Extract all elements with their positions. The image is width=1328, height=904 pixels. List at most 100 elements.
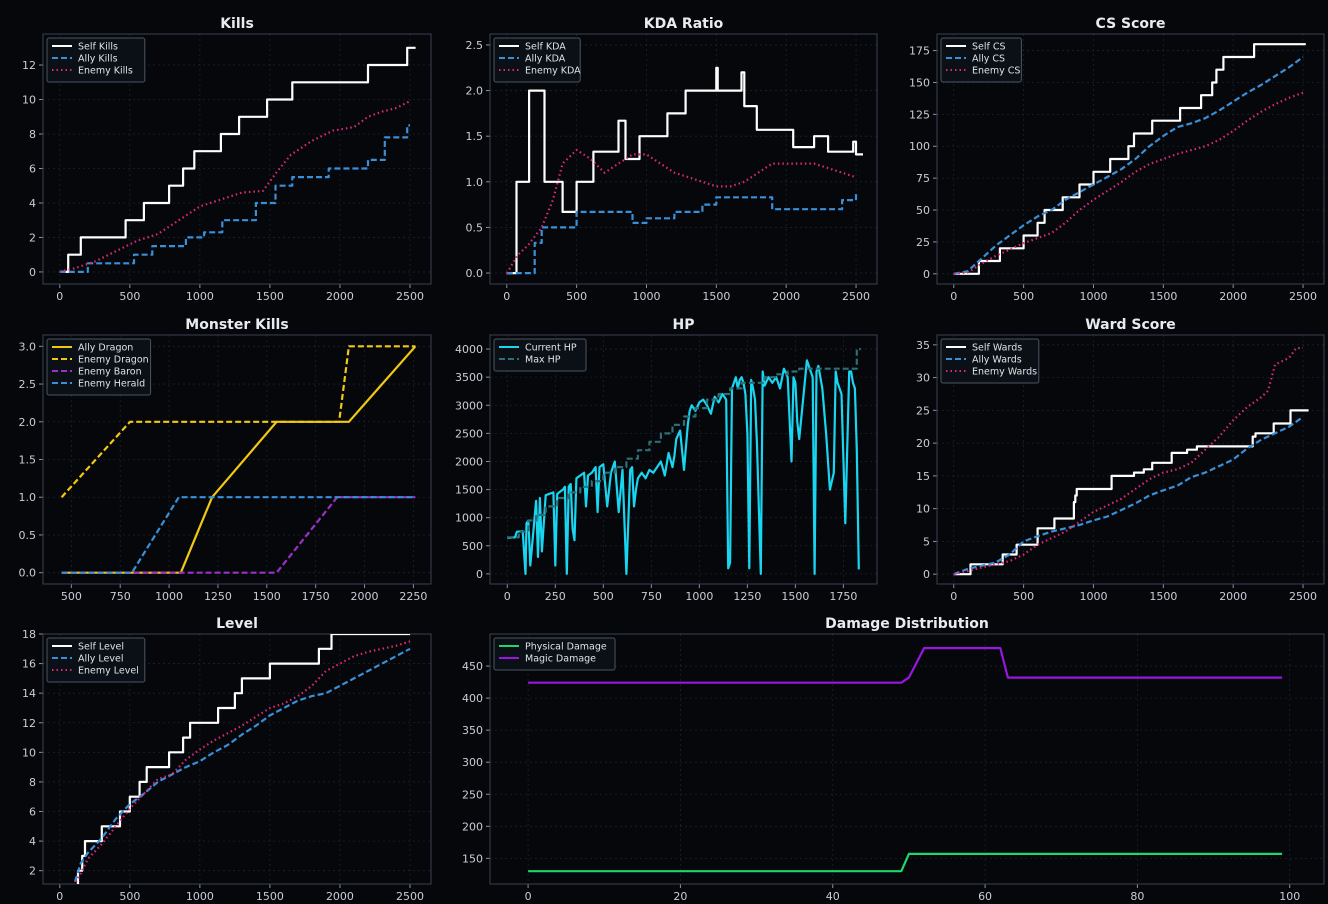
series-line-enemy-cs (953, 91, 1304, 275)
series-line-ally-kills (59, 124, 410, 273)
x-tick-label: 1500 (256, 290, 284, 303)
x-tick-label: 2250 (399, 590, 427, 603)
y-tick-label: 0 (923, 268, 930, 281)
x-tick-label: 0 (56, 290, 63, 303)
x-tick-label: 2500 (396, 290, 424, 303)
legend-label: Enemy KDA (525, 66, 581, 77)
y-tick-label: 6 (29, 162, 36, 175)
y-tick-label: 500 (462, 540, 483, 553)
y-tick-label: 25 (916, 236, 930, 249)
plot-frame (489, 633, 1325, 885)
x-tick-label: 100 (1279, 890, 1300, 903)
x-tick-label: 40 (826, 890, 840, 903)
x-tick-label: 2000 (351, 590, 379, 603)
y-tick-label: 3.0 (19, 340, 37, 353)
chart-kills: Kills 0 500 1000 1500 2000 2500 0 2 4 6 8 10 12 Self K… (22, 16, 432, 303)
legend-label: Physical Damage (525, 642, 607, 653)
legend-label: Enemy Dragon (78, 355, 149, 366)
plot-frame (42, 33, 432, 285)
x-tick-label: 1500 (256, 890, 284, 903)
y-tick-label: 100 (909, 140, 930, 153)
plot-frame (42, 334, 432, 585)
legend-label: Self KDA (525, 42, 566, 53)
x-tick-label: 750 (641, 590, 662, 603)
x-tick-label: 1750 (302, 590, 330, 603)
x-tick-label: 1500 (253, 590, 281, 603)
y-tick-label: 2.0 (466, 85, 484, 98)
y-tick-label: 150 (909, 76, 930, 89)
plot-frame (936, 33, 1325, 285)
chart-level: Level 0 500 1000 1500 2000 2500 2 4 6 8 10 12 14 16 18 S… (22, 616, 432, 903)
y-tick-label: 25 (916, 404, 930, 417)
series-line-enemy-baron (61, 496, 416, 574)
chart-title: Ward Score (1085, 317, 1176, 333)
y-tick-label: 50 (916, 204, 930, 217)
x-tick-label: 1500 (1149, 290, 1177, 303)
legend-label: Enemy Baron (78, 367, 142, 378)
y-tick-label: 2.0 (19, 416, 37, 429)
x-tick-label: 1000 (186, 890, 214, 903)
x-tick-label: 500 (119, 290, 140, 303)
series-line-self-wards (953, 409, 1309, 576)
y-tick-label: 4000 (455, 343, 483, 356)
y-tick-label: 0 (29, 266, 36, 279)
legend-box (46, 338, 152, 396)
x-tick-label: 2000 (326, 890, 354, 903)
y-tick-label: 10 (916, 503, 930, 516)
y-tick-label: 18 (22, 628, 36, 641)
plot-frame (489, 33, 878, 285)
series-line-magic-damage (528, 647, 1283, 684)
y-tick-label: 4 (29, 197, 36, 210)
y-tick-label: 20 (916, 437, 930, 450)
x-tick-label: 60 (978, 890, 992, 903)
series-line-enemy-level (73, 640, 411, 884)
y-tick-label: 15 (916, 470, 930, 483)
y-tick-label: 125 (909, 108, 930, 121)
legend-label: Ally Wards (972, 355, 1022, 366)
y-tick-label: 16 (22, 658, 36, 671)
x-tick-label: 500 (593, 590, 614, 603)
legend-label: Self CS (972, 42, 1006, 53)
x-tick-label: 2500 (1289, 290, 1317, 303)
series-line-self-cs (953, 43, 1306, 275)
chart-title: Kills (220, 16, 254, 32)
y-tick-label: 0 (923, 568, 930, 581)
series-line-self-level (76, 634, 410, 884)
x-tick-label: 1000 (1079, 590, 1107, 603)
y-tick-label: 12 (22, 59, 36, 72)
y-tick-label: 450 (462, 660, 483, 673)
legend-box (940, 37, 1022, 83)
chart-title: Monster Kills (185, 317, 288, 333)
y-tick-label: 35 (916, 339, 930, 352)
x-tick-label: 0 (504, 590, 511, 603)
y-tick-label: 1000 (455, 512, 483, 525)
series-line-self-kills (59, 46, 416, 273)
x-tick-label: 1000 (1079, 290, 1107, 303)
x-tick-label: 1000 (685, 590, 713, 603)
legend-label: Ally KDA (525, 54, 566, 65)
legend-label: Ally CS (972, 54, 1005, 65)
x-tick-label: 1000 (632, 290, 660, 303)
x-tick-label: 0 (503, 290, 510, 303)
y-tick-label: 0.5 (466, 221, 484, 234)
x-tick-label: 2500 (842, 290, 870, 303)
legend-label: Enemy Herald (78, 379, 145, 390)
legend-label: Self Kills (78, 42, 118, 53)
legend-label: Enemy Kills (78, 66, 133, 77)
y-tick-label: 300 (462, 756, 483, 769)
series-line-ally-wards (953, 416, 1304, 576)
y-tick-label: 6 (29, 806, 36, 819)
x-tick-label: 2000 (772, 290, 800, 303)
series-line-ally-kda (506, 192, 858, 275)
chart-wards: Ward Score 0 500 1000 1500 2000 2500 0 5 10 15 20 25… (916, 317, 1325, 603)
legend-label: Current HP (525, 343, 577, 354)
plot-frame (42, 633, 432, 885)
y-tick-label: 2 (29, 865, 36, 878)
series-line-enemy-kills (59, 100, 411, 273)
legend-label: Max HP (525, 355, 561, 366)
x-tick-label: 2000 (1219, 290, 1247, 303)
